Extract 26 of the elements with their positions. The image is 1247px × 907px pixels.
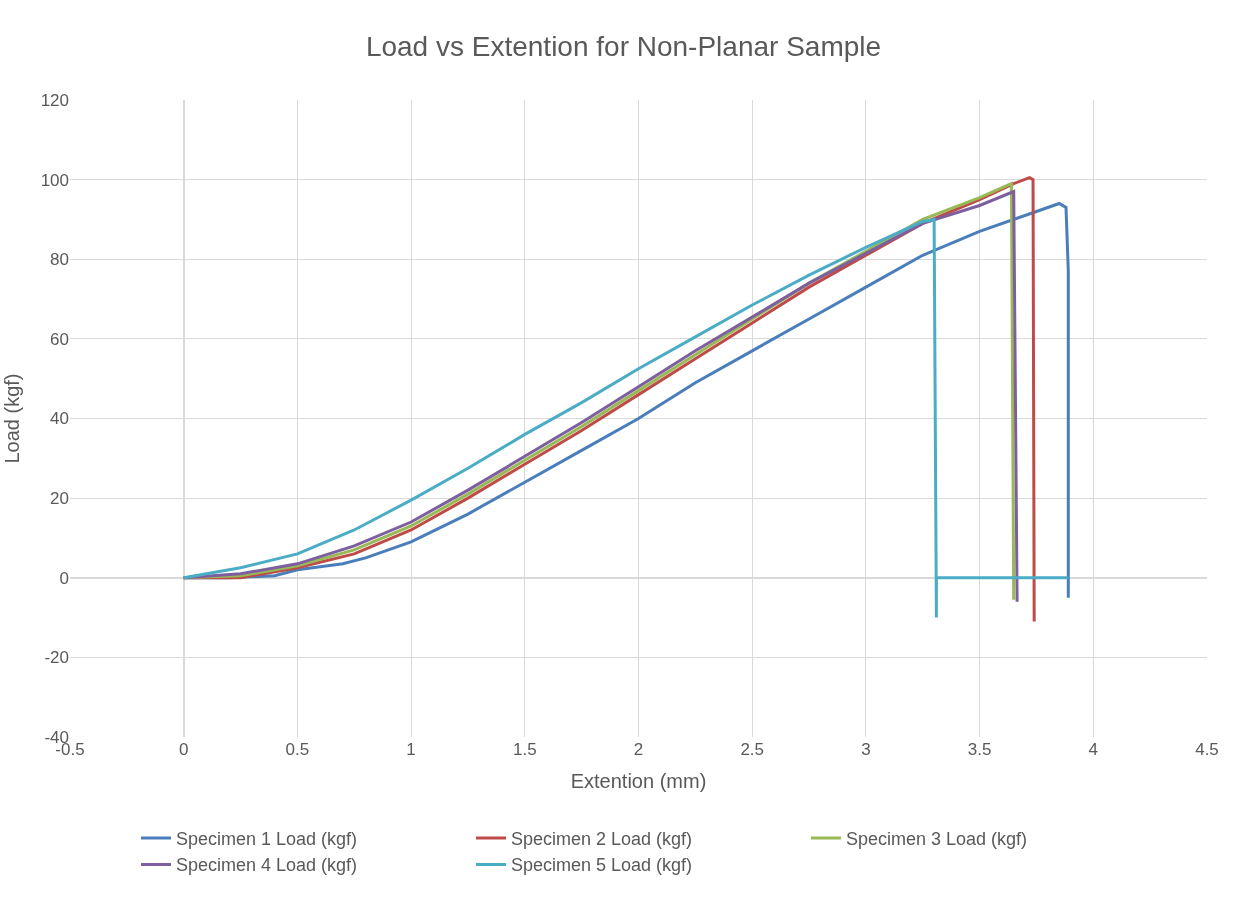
y-tick-label: 0 bbox=[59, 568, 69, 588]
x-tick-label: 0.5 bbox=[285, 740, 310, 759]
x-tick-label: 4 bbox=[1088, 740, 1099, 759]
y-tick-label: 40 bbox=[50, 409, 69, 429]
legend-label: Specimen 3 Load (kgf) bbox=[846, 829, 1028, 850]
x-tick-label: 1 bbox=[406, 740, 416, 759]
chart-title: Load vs Extention for Non-Planar Sample bbox=[365, 30, 882, 62]
y-tick-label: 120 bbox=[40, 90, 69, 110]
y-tick-label: 100 bbox=[40, 170, 69, 190]
legend-label: Specimen 2 Load (kgf) bbox=[511, 829, 693, 850]
x-tick-label: 1.5 bbox=[512, 740, 537, 759]
y-tick-label: 80 bbox=[50, 250, 69, 270]
x-tick-label: 3 bbox=[861, 740, 871, 759]
x-axis-title: Extention (mm) bbox=[570, 769, 707, 792]
x-tick-label: 2 bbox=[633, 740, 644, 759]
y-tick-label: -20 bbox=[44, 648, 69, 668]
legend-label: Specimen 1 Load (kgf) bbox=[176, 829, 358, 850]
x-tick-label: 0 bbox=[178, 740, 189, 759]
x-tick-label: 2.5 bbox=[740, 740, 765, 759]
x-tick-label: 3.5 bbox=[967, 740, 992, 759]
x-tick-label: 4.5 bbox=[1195, 740, 1219, 759]
legend-label: Specimen 4 Load (kgf) bbox=[176, 855, 358, 876]
legend-label: Specimen 5 Load (kgf) bbox=[511, 855, 693, 876]
y-tick-label: 20 bbox=[50, 489, 69, 509]
y-axis-title: Load (kgf) bbox=[1, 373, 24, 464]
y-tick-label: 60 bbox=[50, 329, 69, 349]
